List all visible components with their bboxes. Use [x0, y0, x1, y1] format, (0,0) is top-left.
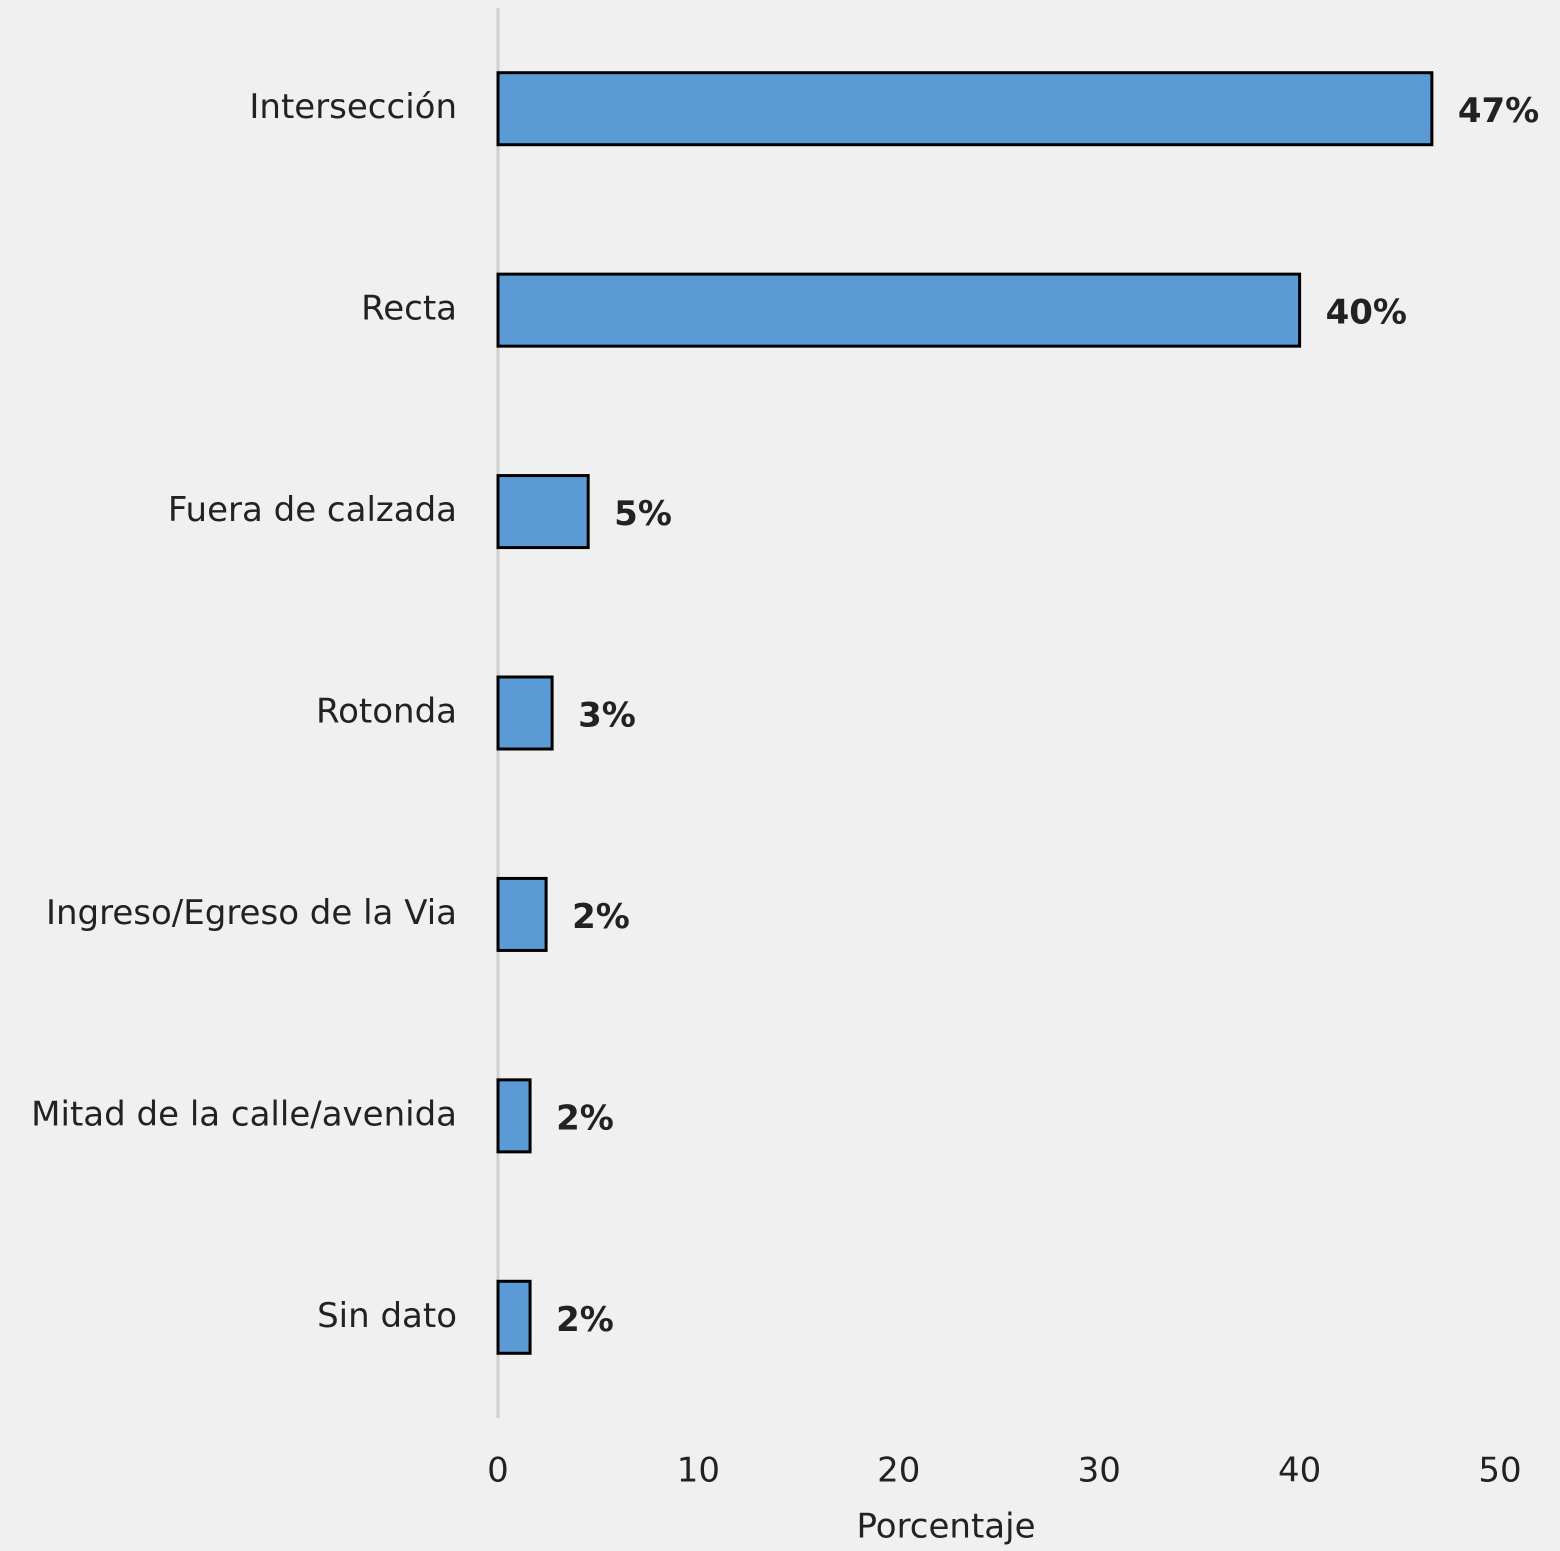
bar: [496, 675, 554, 751]
x-tick-label: 40: [1278, 1451, 1321, 1491]
value-label: 40%: [1326, 293, 1407, 333]
value-label: 2%: [572, 897, 630, 937]
value-label: 5%: [614, 494, 672, 534]
bar: [496, 71, 1434, 147]
x-tick-label: 10: [677, 1451, 720, 1491]
x-tick-label: 0: [487, 1451, 509, 1491]
value-label: 2%: [556, 1098, 614, 1138]
y-tick-label: Rotonda: [316, 692, 457, 732]
x-tick-label: 50: [1478, 1451, 1521, 1491]
y-tick-label: Mitad de la calle/avenida: [31, 1094, 457, 1134]
y-tick-label: Sin dato: [317, 1296, 457, 1336]
y-tick-label: Recta: [361, 289, 457, 329]
y-tick-label: Intersección: [249, 87, 457, 127]
bar: [496, 1078, 532, 1154]
y-tick-label: Fuera de calzada: [168, 490, 457, 530]
bar: [496, 272, 1302, 348]
y-tick-label: Ingreso/Egreso de la Via: [46, 893, 457, 933]
x-axis-label: Porcentaje: [856, 1507, 1035, 1547]
value-label: 47%: [1458, 91, 1539, 131]
x-tick-label: 20: [877, 1451, 920, 1491]
value-label: 2%: [556, 1300, 614, 1340]
x-tick-label: 30: [1078, 1451, 1121, 1491]
value-label: 3%: [578, 696, 636, 736]
bar: [496, 876, 548, 952]
bar: [496, 474, 590, 550]
bar: [496, 1279, 532, 1355]
